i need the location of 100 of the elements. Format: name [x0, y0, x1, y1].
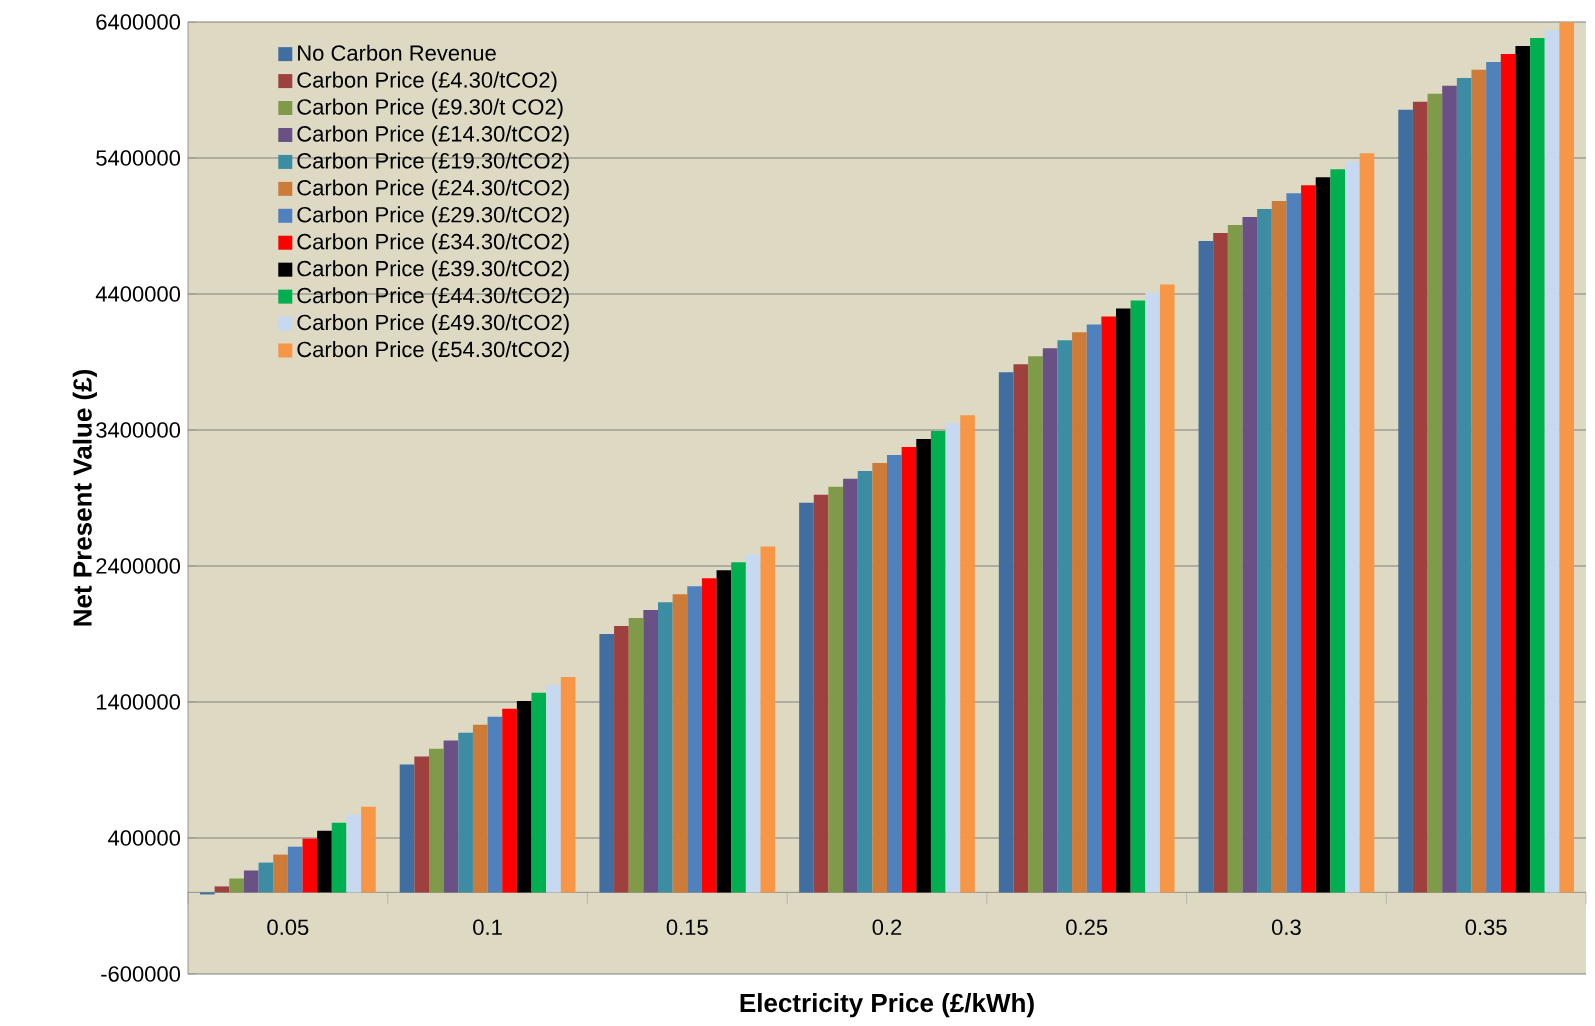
x-tick-label: 0.25	[1066, 919, 1108, 936]
bar	[229, 878, 244, 893]
bar	[998, 372, 1014, 893]
bar	[1359, 153, 1375, 893]
y-tick-label: 4400000	[95, 286, 181, 302]
bar	[317, 830, 332, 893]
legend-label: Carbon Price (£29.30/tCO2)	[297, 206, 569, 227]
bar	[331, 822, 347, 893]
bar	[361, 806, 376, 893]
bar	[1515, 46, 1531, 893]
bar	[1271, 201, 1287, 893]
bar	[1398, 109, 1413, 893]
bar	[1427, 93, 1443, 893]
legend-label: Carbon Price (£19.30/tCO2)	[297, 152, 569, 173]
bar	[1130, 300, 1146, 893]
bar	[443, 740, 459, 893]
legend-label: Carbon Price (£54.30/tCO2)	[297, 341, 569, 362]
x-tick-label: 0.2	[872, 919, 902, 936]
bar	[731, 562, 746, 893]
bar	[560, 676, 576, 893]
bar	[1227, 225, 1243, 893]
bar	[887, 455, 902, 893]
bar	[643, 610, 658, 893]
bar	[531, 692, 547, 893]
bar	[302, 838, 318, 893]
y-tick-label: 6400000	[96, 14, 181, 30]
bar	[687, 586, 702, 893]
legend-label: Carbon Price (£34.30/tCO2)	[297, 233, 569, 254]
bar	[1315, 177, 1331, 893]
y-tick-label: 400000	[108, 830, 181, 846]
bar	[1471, 69, 1487, 893]
x-tick-label: 0.35	[1465, 919, 1507, 936]
bar	[1028, 356, 1043, 893]
legend-label: Carbon Price (£44.30/tCO2)	[297, 287, 569, 308]
legend-label: Carbon Price (£14.30/tCO2)	[297, 125, 569, 146]
bar	[901, 446, 917, 893]
x-axis-title: Electricity Price (£/kWh)	[740, 993, 1034, 1018]
bar	[658, 602, 673, 893]
bar	[1072, 332, 1087, 893]
bar	[1145, 292, 1160, 893]
bar	[745, 554, 761, 893]
bar	[1286, 193, 1302, 893]
bar	[843, 478, 858, 893]
bar	[599, 633, 615, 893]
bar	[546, 684, 561, 893]
bar	[1057, 340, 1073, 893]
y-tick-label: -600000	[101, 966, 181, 982]
bar	[1242, 217, 1258, 893]
legend-label: Carbon Price (£9.30/t CO2)	[297, 98, 563, 120]
bar	[672, 594, 688, 893]
bar	[628, 618, 644, 893]
bar	[701, 578, 717, 893]
x-tick-label: 0.05	[267, 919, 309, 936]
bar	[960, 415, 975, 893]
bar	[1544, 30, 1560, 893]
bar	[1013, 364, 1029, 893]
bar	[760, 546, 776, 893]
bar	[614, 625, 629, 893]
bar	[516, 700, 532, 893]
bar	[916, 439, 931, 893]
bar	[1330, 169, 1346, 893]
bar	[214, 886, 230, 893]
legend-label: Carbon Price (£24.30/tCO2)	[297, 179, 569, 200]
y-tick-label: 2400000	[96, 558, 181, 574]
bar	[1159, 284, 1175, 893]
bar	[199, 892, 215, 895]
bar	[1530, 38, 1545, 893]
bar	[287, 846, 303, 893]
bar	[930, 431, 946, 893]
legend-label: Carbon Price (£49.30/tCO2)	[297, 314, 569, 335]
x-tick-label: 0.3	[1271, 919, 1301, 936]
bar	[1486, 61, 1501, 893]
y-tick-label: 1400000	[96, 694, 181, 710]
bar	[1559, 22, 1575, 893]
bar	[458, 732, 473, 893]
bar	[273, 854, 288, 893]
bar	[346, 814, 362, 893]
bar	[1257, 209, 1272, 893]
bar	[502, 708, 517, 893]
y-tick-label: 5400000	[96, 150, 181, 166]
bar	[1101, 316, 1117, 893]
bar	[399, 764, 415, 893]
bar	[1086, 324, 1102, 893]
bar	[429, 748, 444, 893]
bar	[472, 724, 488, 893]
bar	[487, 716, 503, 893]
bar	[414, 756, 429, 893]
bar	[1500, 53, 1516, 893]
bar	[1345, 161, 1360, 893]
bar	[1412, 101, 1428, 893]
y-tick-label: 3400000	[96, 422, 181, 438]
bar	[1198, 240, 1214, 893]
bar	[857, 470, 873, 893]
bar	[799, 502, 814, 893]
bar	[1116, 308, 1131, 893]
x-tick-label: 0.15	[666, 919, 708, 936]
y-axis-title: Net Present Value (£)	[72, 369, 97, 626]
bar	[1442, 85, 1457, 893]
legend-label: Carbon Price (£4.30/tCO2)	[297, 71, 557, 93]
x-tick-label: 0.1	[473, 919, 502, 936]
